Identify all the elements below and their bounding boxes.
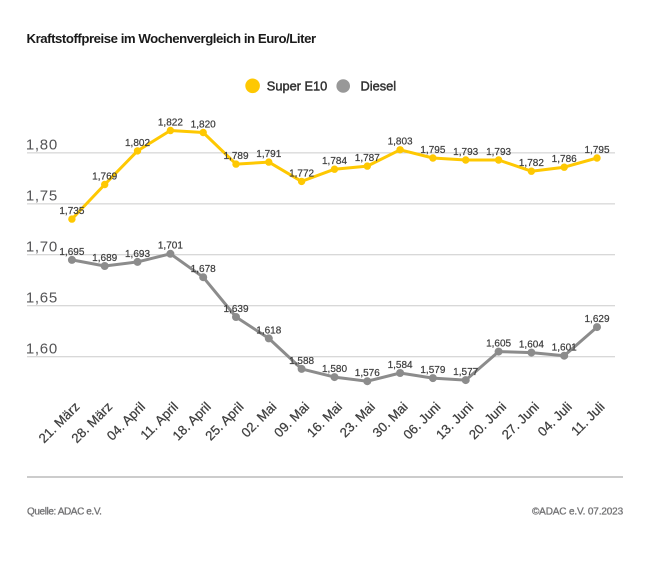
svg-text:Diesel: Diesel [361, 79, 397, 94]
svg-text:1,65: 1,65 [26, 290, 58, 307]
svg-text:1,822: 1,822 [158, 117, 183, 128]
svg-text:Quelle: ADAC e.V.: Quelle: ADAC e.V. [27, 507, 102, 518]
svg-text:1,795: 1,795 [584, 145, 609, 156]
svg-text:1,678: 1,678 [191, 264, 216, 275]
svg-text:©ADAC e.V. 07.2023: ©ADAC e.V. 07.2023 [532, 507, 624, 518]
svg-text:1,629: 1,629 [584, 314, 609, 325]
svg-text:1,795: 1,795 [420, 145, 445, 156]
svg-text:1,772: 1,772 [289, 168, 314, 179]
svg-text:1,695: 1,695 [59, 247, 84, 258]
svg-text:09. Mai: 09. Mai [271, 399, 312, 440]
svg-text:1,793: 1,793 [453, 147, 478, 158]
svg-text:27. Juni: 27. Juni [499, 399, 542, 442]
svg-text:1,601: 1,601 [552, 343, 577, 354]
svg-text:02. Mai: 02. Mai [238, 399, 279, 440]
svg-text:1,60: 1,60 [26, 341, 58, 358]
svg-text:1,618: 1,618 [256, 325, 281, 336]
svg-text:1,604: 1,604 [519, 340, 544, 351]
svg-text:1,793: 1,793 [486, 147, 511, 158]
svg-text:1,580: 1,580 [322, 364, 347, 375]
svg-text:1,75: 1,75 [26, 188, 58, 205]
svg-text:1,802: 1,802 [125, 138, 150, 149]
svg-text:1,701: 1,701 [158, 241, 183, 252]
svg-text:1,784: 1,784 [322, 156, 347, 167]
svg-text:23. Mai: 23. Mai [337, 399, 378, 440]
svg-text:1,639: 1,639 [223, 304, 248, 315]
svg-text:1,605: 1,605 [486, 339, 511, 350]
svg-text:1,579: 1,579 [420, 365, 445, 376]
svg-text:11. Juli: 11. Juli [568, 399, 608, 439]
svg-text:1,735: 1,735 [59, 206, 84, 217]
svg-text:1,786: 1,786 [552, 154, 577, 165]
svg-text:04. Juli: 04. Juli [535, 399, 575, 439]
svg-text:1,693: 1,693 [125, 249, 150, 260]
svg-text:16. Mai: 16. Mai [304, 399, 345, 440]
svg-text:1,782: 1,782 [519, 158, 544, 169]
svg-text:1,584: 1,584 [388, 360, 413, 371]
svg-text:1,787: 1,787 [355, 153, 380, 164]
svg-text:1,803: 1,803 [388, 137, 413, 148]
svg-text:1,689: 1,689 [92, 253, 117, 264]
svg-text:1,577: 1,577 [453, 367, 478, 378]
svg-text:1,588: 1,588 [289, 356, 314, 367]
svg-text:1,769: 1,769 [92, 171, 117, 182]
svg-text:1,820: 1,820 [191, 119, 216, 130]
svg-text:1,789: 1,789 [223, 151, 248, 162]
svg-text:1,576: 1,576 [355, 368, 380, 379]
svg-text:Kraftstoffpreise im Wochenverg: Kraftstoffpreise im Wochenvergleich in E… [27, 31, 316, 46]
svg-text:1,80: 1,80 [26, 137, 58, 154]
svg-text:Super E10: Super E10 [267, 79, 327, 94]
svg-text:1,791: 1,791 [256, 149, 281, 160]
svg-text:1,70: 1,70 [26, 239, 58, 256]
